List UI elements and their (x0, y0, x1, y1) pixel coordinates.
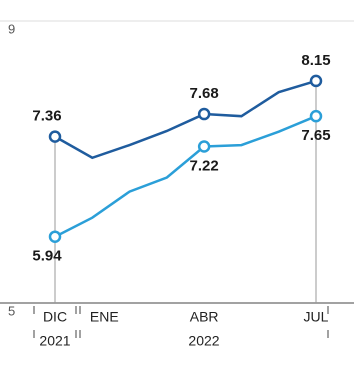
y-tick-label: 5 (8, 303, 15, 318)
x-tick-label: JUL (304, 309, 329, 325)
value-label: 7.22 (190, 157, 219, 174)
point (48, 230, 62, 243)
x-tick-label: ENE (90, 309, 119, 325)
point (309, 74, 323, 88)
value-label: 7.65 (301, 127, 330, 144)
point (309, 109, 323, 123)
value-label: 8.15 (301, 52, 330, 69)
value-label: 7.36 (32, 108, 61, 125)
series-line (54, 79, 317, 160)
point (48, 130, 62, 143)
series-line (54, 115, 317, 238)
point (197, 107, 211, 121)
category-brackets (33, 306, 329, 338)
y-tick-label: 9 (8, 21, 15, 36)
year-label: 2022 (188, 333, 219, 349)
year-label: 2021 (39, 333, 70, 349)
value-label: 5.94 (32, 248, 62, 265)
x-tick-label: ABR (190, 309, 219, 325)
x-tick-label: DIC (43, 309, 67, 325)
value-label: 7.68 (190, 85, 219, 102)
point (197, 140, 211, 153)
